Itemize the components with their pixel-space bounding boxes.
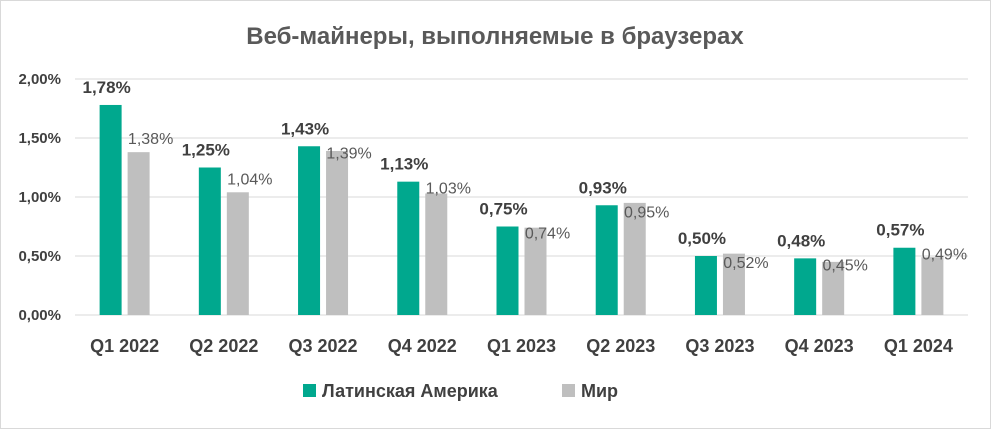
bar-latin-america — [496, 226, 519, 315]
bar-world — [524, 227, 547, 315]
data-label-latin-america: 1,25% — [182, 141, 230, 160]
bar-world — [822, 261, 845, 315]
data-label-latin-america: 0,50% — [678, 229, 726, 248]
data-label-world: 1,04% — [227, 171, 272, 188]
data-label-world: 1,38% — [128, 131, 173, 148]
data-label-world: 1,03% — [426, 181, 471, 198]
bar-world — [326, 150, 349, 315]
chart-title: Веб-майнеры, выполняемые в браузерах — [246, 23, 744, 50]
x-tick-label: Q2 2023 — [586, 336, 655, 356]
gridlines — [75, 78, 968, 316]
data-label-world: 0,45% — [822, 257, 867, 274]
data-label-latin-america: 0,93% — [579, 178, 627, 197]
legend-swatch-latin-america — [303, 384, 316, 397]
x-tick-label: Q3 2023 — [685, 336, 754, 356]
x-tick-label: Q4 2022 — [388, 336, 457, 356]
bar-latin-america — [595, 205, 618, 315]
data-label-world: 0,95% — [624, 204, 669, 221]
data-labels: 1,78% 1,38% 1,25% 1,04% 1,43% 1,39% 1,13% 1,03%… — [83, 78, 968, 274]
y-tick-label: 2,00% — [18, 71, 61, 88]
data-label-latin-america: 0,57% — [876, 221, 924, 240]
data-label-world: 1,39% — [326, 145, 371, 162]
bar-world — [623, 202, 646, 315]
x-axis-ticks: Q1 2022 Q2 2022 Q3 2022 Q4 2022 Q1 2023 Q2 20… — [90, 336, 953, 356]
data-label-latin-america: 1,13% — [380, 155, 428, 174]
bar-latin-america — [397, 181, 420, 315]
x-tick-label: Q1 2023 — [487, 336, 556, 356]
data-label-world: 0,52% — [723, 255, 768, 272]
y-tick-label: 0,00% — [18, 307, 61, 324]
legend-label-latin-america: Латинская Америка — [322, 381, 499, 401]
bar-world — [127, 152, 150, 315]
x-tick-label: Q2 2022 — [189, 336, 258, 356]
legend-swatch-world — [562, 384, 575, 397]
x-tick-label: Q1 2022 — [90, 336, 159, 356]
legend: Латинская Америка Мир — [303, 381, 618, 401]
data-label-world: 0,49% — [922, 247, 967, 264]
bar-latin-america — [694, 256, 717, 315]
y-axis-ticks: 0,00% 0,50% 1,00% 1,50% 2,00% — [18, 71, 61, 324]
data-label-latin-america: 0,48% — [777, 231, 825, 250]
bar-latin-america — [198, 167, 221, 315]
legend-label-world: Мир — [581, 381, 618, 401]
bar-world — [226, 192, 249, 315]
bar-latin-america — [99, 104, 122, 316]
x-tick-label: Q1 2024 — [884, 336, 953, 356]
bars — [99, 104, 944, 316]
bar-latin-america — [893, 247, 916, 315]
y-tick-label: 0,50% — [18, 248, 61, 265]
bar-latin-america — [298, 146, 321, 315]
bar-world — [722, 253, 745, 315]
data-label-latin-america: 0,75% — [479, 200, 527, 219]
y-tick-label: 1,00% — [18, 189, 61, 206]
x-tick-label: Q4 2023 — [785, 336, 854, 356]
bar-world — [921, 257, 944, 315]
data-label-latin-america: 1,43% — [281, 119, 329, 138]
x-tick-label: Q3 2022 — [289, 336, 358, 356]
bar-latin-america — [794, 258, 817, 315]
data-label-latin-america: 1,78% — [83, 78, 131, 97]
y-tick-label: 1,50% — [18, 130, 61, 147]
bar-world — [425, 193, 448, 315]
data-label-world: 0,74% — [525, 226, 570, 243]
